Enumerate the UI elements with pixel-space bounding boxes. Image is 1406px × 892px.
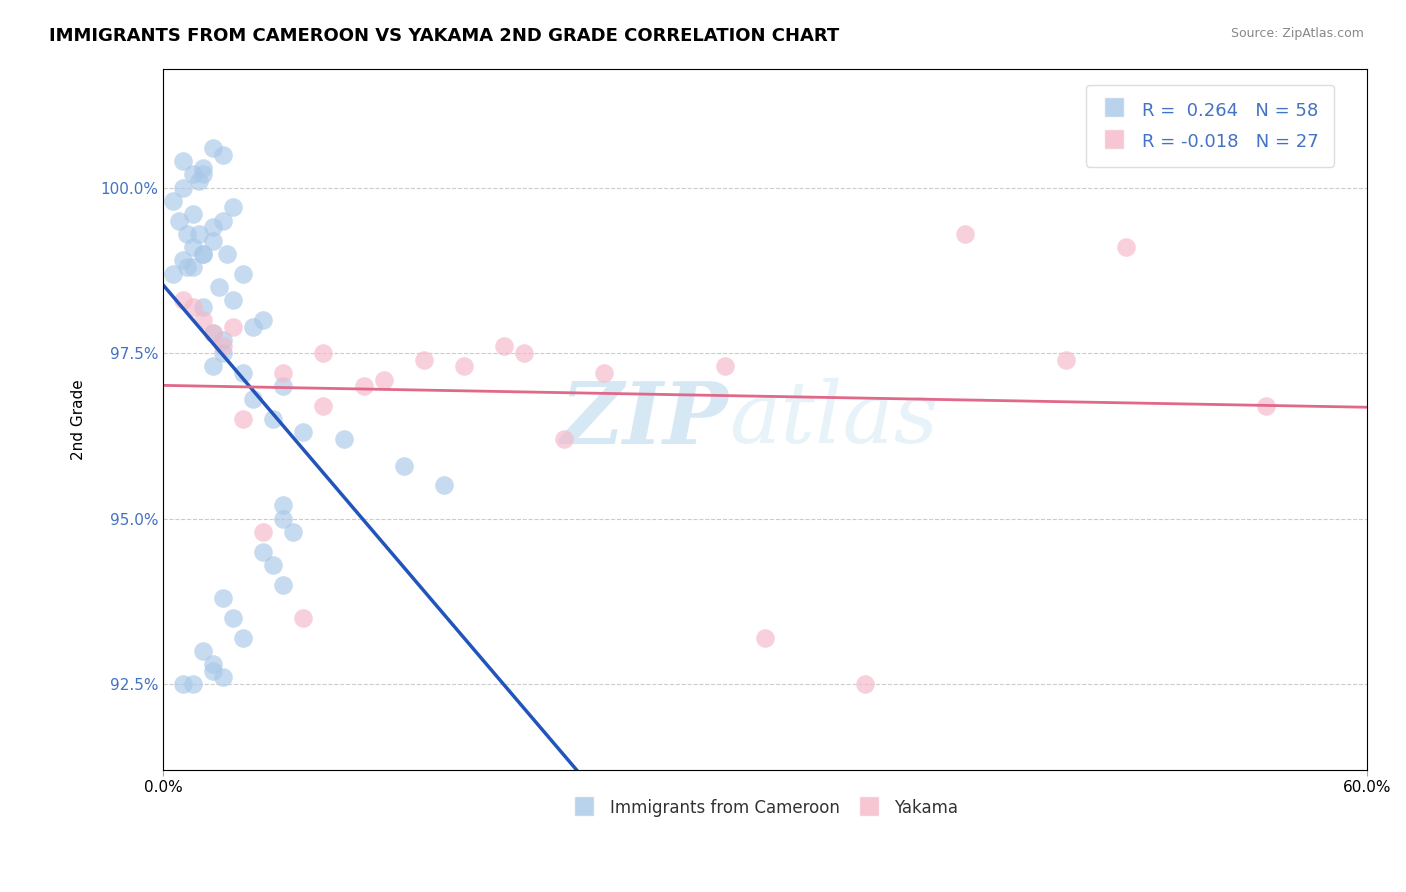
Point [191,644,214,658]
Text: Source: ZipAtlas.com: Source: ZipAtlas.com [1230,27,1364,40]
Point [212,213,235,227]
Point [433,478,456,492]
Point [222,319,245,334]
Point [191,300,214,314]
Point [332,432,354,446]
Point [232,267,254,281]
Point [172,253,194,268]
Legend: Immigrants from Cameroon, Yakama: Immigrants from Cameroon, Yakama [565,791,965,825]
Point [553,432,575,446]
Point [242,319,264,334]
Point [181,240,204,254]
Point [181,260,204,274]
Point [202,141,225,155]
Point [593,366,616,380]
Point [162,267,184,281]
Point [955,227,977,241]
Point [513,346,536,360]
Point [373,373,395,387]
Point [212,670,235,684]
Point [412,352,434,367]
Point [202,657,225,672]
Point [453,359,475,374]
Point [181,207,204,221]
Point [232,631,254,645]
Point [172,677,194,691]
Point [392,458,415,473]
Point [312,346,335,360]
Point [252,524,274,539]
Point [188,174,211,188]
Point [252,313,274,327]
Point [262,558,284,572]
Point [273,366,295,380]
Point [212,147,235,161]
Point [202,359,225,374]
Point [208,280,231,294]
Point [217,247,239,261]
Point [172,293,194,307]
Point [273,577,295,591]
Point [222,201,245,215]
Point [167,213,190,227]
Point [273,379,295,393]
Point [1115,240,1137,254]
Point [273,498,295,512]
Point [1054,352,1077,367]
Point [191,247,214,261]
Point [212,339,235,353]
Point [1256,399,1278,413]
Point [181,168,204,182]
Point [191,161,214,175]
Point [312,399,335,413]
Point [232,412,254,426]
Point [713,359,735,374]
Point [191,313,214,327]
Point [172,154,194,169]
Point [162,194,184,208]
Point [222,611,245,625]
Point [262,412,284,426]
Point [222,293,245,307]
Point [202,326,225,341]
Point [353,379,375,393]
Point [292,425,315,440]
Point [212,591,235,605]
Point [242,392,264,407]
Point [191,247,214,261]
Point [283,524,305,539]
Point [232,366,254,380]
Point [292,611,315,625]
Point [181,300,204,314]
Text: IMMIGRANTS FROM CAMEROON VS YAKAMA 2ND GRADE CORRELATION CHART: IMMIGRANTS FROM CAMEROON VS YAKAMA 2ND G… [49,27,839,45]
Point [754,631,776,645]
Point [273,511,295,525]
Point [212,333,235,347]
Point [202,326,225,341]
Point [176,260,198,274]
Point [853,677,876,691]
Point [212,346,235,360]
Text: atlas: atlas [728,378,938,460]
Point [202,664,225,678]
Point [188,227,211,241]
Point [176,227,198,241]
Point [252,544,274,558]
Point [191,168,214,182]
Y-axis label: 2nd Grade: 2nd Grade [72,379,86,459]
Point [202,220,225,235]
Point [494,339,516,353]
Point [172,180,194,194]
Point [181,677,204,691]
Text: ZIP: ZIP [561,377,728,461]
Point [202,234,225,248]
